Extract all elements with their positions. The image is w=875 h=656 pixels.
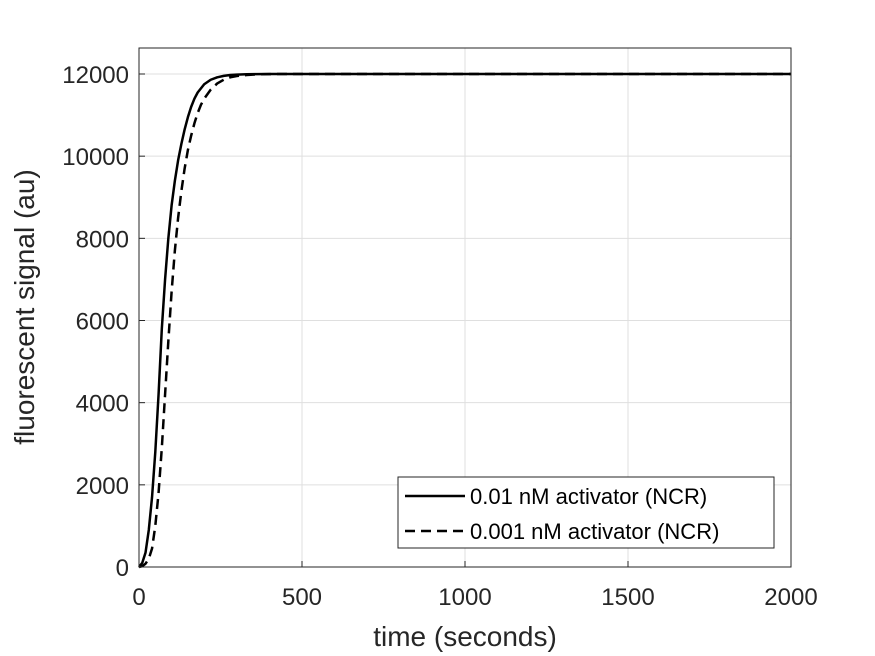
y-tick-label: 0: [116, 555, 129, 582]
tick-layer: 0 500 1000 1500 2000 0 2000 4000 6000 8000 10000 12…: [62, 62, 817, 611]
x-tick-label: 1500: [601, 584, 654, 611]
series-layer: [138, 72, 791, 569]
x-tick-label: 500: [282, 584, 322, 611]
legend-label-1: 0.001 nM activator (NCR): [470, 519, 719, 544]
x-tick-label: 1000: [438, 584, 491, 611]
x-axis-label: time (seconds): [373, 621, 557, 652]
legend-box: [397, 476, 775, 549]
series-line-solid: [138, 72, 791, 568]
legend: 0.01 nM activator (NCR) 0.001 nM activat…: [397, 476, 775, 549]
legend-label-0: 0.01 nM activator (NCR): [470, 484, 707, 509]
series-line-dashed: [138, 72, 791, 569]
y-tick-label: 6000: [76, 309, 129, 336]
y-tick-label: 12000: [62, 62, 129, 89]
y-tick-label: 4000: [76, 391, 129, 418]
y-tick-label: 8000: [76, 226, 129, 253]
y-tick-label: 2000: [76, 473, 129, 500]
x-tick-label: 0: [132, 584, 145, 611]
x-tick-label: 2000: [764, 584, 817, 611]
y-tick-label: 10000: [62, 144, 129, 171]
y-axis-label: fluorescent signal (au): [9, 169, 40, 444]
